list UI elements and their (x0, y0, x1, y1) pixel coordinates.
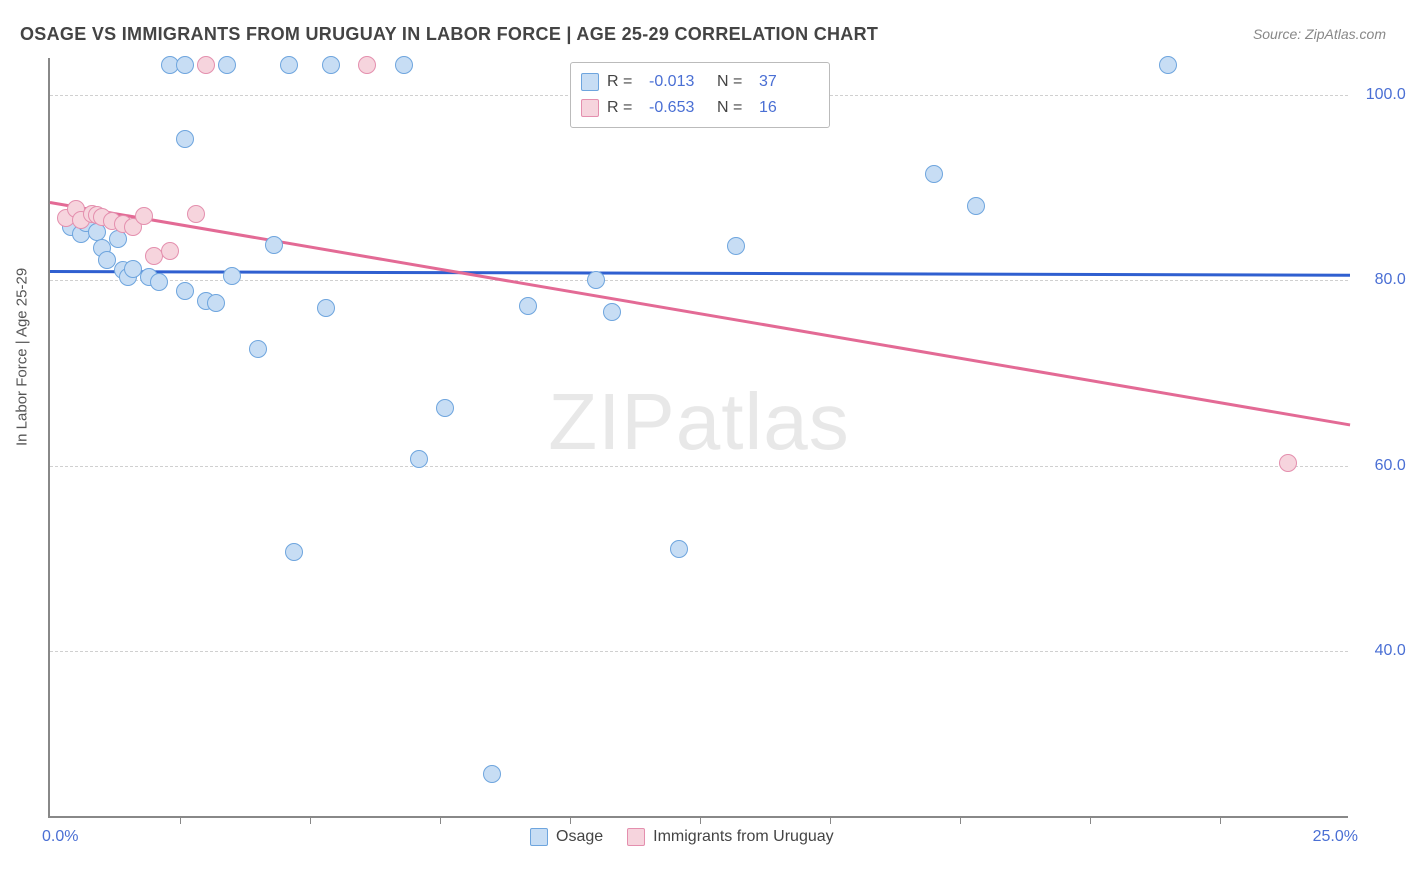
data-point (436, 399, 454, 417)
trend-line (50, 201, 1350, 426)
legend-item: Immigrants from Uruguay (627, 828, 834, 846)
legend-n-label: N = (717, 73, 751, 91)
correlation-legend: R = -0.013 N = 37 R = -0.653 N = 16 (570, 62, 830, 128)
data-point (285, 543, 303, 561)
x-tick (180, 816, 181, 824)
x-tick (1090, 816, 1091, 824)
legend-r-value: -0.013 (649, 73, 709, 91)
data-point (150, 273, 168, 291)
legend-swatch (627, 828, 645, 846)
legend-label: Immigrants from Uruguay (653, 828, 834, 846)
data-point (1159, 56, 1177, 74)
legend-n-value: 16 (759, 99, 819, 117)
data-point (519, 297, 537, 315)
data-point (1279, 454, 1297, 472)
x-tick (830, 816, 831, 824)
data-point (317, 299, 335, 317)
series-legend: Osage Immigrants from Uruguay (530, 828, 834, 846)
data-point (135, 207, 153, 225)
data-point (218, 56, 236, 74)
legend-label: Osage (556, 828, 603, 846)
legend-swatch (581, 73, 599, 91)
y-tick-label: 100.0% (1366, 86, 1406, 104)
legend-r-value: -0.653 (649, 99, 709, 117)
data-point (176, 130, 194, 148)
data-point (176, 56, 194, 74)
data-point (967, 197, 985, 215)
data-point (249, 340, 267, 358)
gridline (50, 280, 1348, 281)
y-axis-label: In Labor Force | Age 25-29 (14, 268, 31, 446)
legend-n-value: 37 (759, 73, 819, 91)
data-point (670, 540, 688, 558)
watermark: ZIPatlas (548, 376, 849, 468)
data-point (161, 242, 179, 260)
x-tick (570, 816, 571, 824)
chart-title: OSAGE VS IMMIGRANTS FROM URUGUAY IN LABO… (20, 24, 878, 45)
x-tick (960, 816, 961, 824)
data-point (265, 236, 283, 254)
source-attribution: Source: ZipAtlas.com (1253, 26, 1386, 42)
x-tick (1220, 816, 1221, 824)
y-tick-label: 40.0% (1375, 642, 1406, 660)
trend-line (50, 270, 1350, 276)
gridline (50, 651, 1348, 652)
data-point (322, 56, 340, 74)
legend-row: R = -0.013 N = 37 (581, 69, 819, 95)
data-point (187, 205, 205, 223)
data-point (410, 450, 428, 468)
data-point (280, 56, 298, 74)
data-point (727, 237, 745, 255)
gridline (50, 466, 1348, 467)
legend-swatch (581, 99, 599, 117)
x-axis-min-label: 0.0% (42, 828, 78, 846)
data-point (358, 56, 376, 74)
data-point (483, 765, 501, 783)
legend-swatch (530, 828, 548, 846)
data-point (603, 303, 621, 321)
plot-area: ZIPatlas 0.0% 25.0% 40.0%60.0%80.0%100.0… (48, 58, 1348, 818)
x-tick (700, 816, 701, 824)
x-tick (310, 816, 311, 824)
data-point (587, 271, 605, 289)
legend-row: R = -0.653 N = 16 (581, 95, 819, 121)
x-axis-max-label: 25.0% (1313, 828, 1358, 846)
data-point (395, 56, 413, 74)
x-tick (440, 816, 441, 824)
legend-r-label: R = (607, 99, 641, 117)
y-tick-label: 80.0% (1375, 271, 1406, 289)
legend-r-label: R = (607, 73, 641, 91)
data-point (176, 282, 194, 300)
y-tick-label: 60.0% (1375, 457, 1406, 475)
legend-n-label: N = (717, 99, 751, 117)
data-point (925, 165, 943, 183)
data-point (207, 294, 225, 312)
data-point (197, 56, 215, 74)
data-point (223, 267, 241, 285)
legend-item: Osage (530, 828, 603, 846)
